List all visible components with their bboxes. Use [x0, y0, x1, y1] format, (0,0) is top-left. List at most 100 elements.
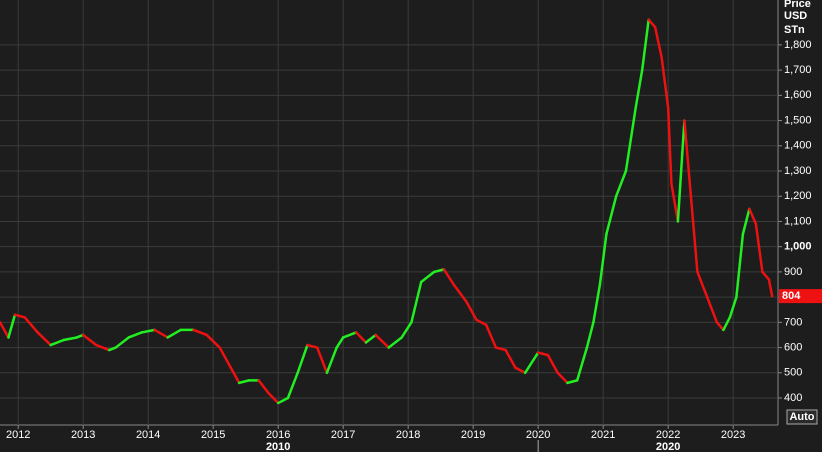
price-segment [276, 396, 290, 405]
price-segment [728, 295, 738, 319]
price-segment [484, 323, 498, 349]
price-segment [7, 313, 17, 339]
price-segment [267, 391, 280, 405]
y-tick-label: 900 [784, 266, 802, 278]
price-segment [605, 194, 618, 236]
price-segment [114, 336, 130, 349]
price-segment [218, 346, 231, 367]
x-tick-label: 2020 [526, 429, 550, 441]
y-tick-label: 1,400 [784, 140, 812, 152]
price-segment [735, 232, 745, 299]
y-tick-label: 1,100 [784, 215, 812, 227]
price-segment [153, 328, 169, 339]
auto-button[interactable] [786, 409, 818, 425]
last-value-label: 804 [782, 290, 801, 302]
auto-button-label[interactable]: Auto [789, 411, 814, 423]
price-segment [653, 25, 663, 59]
price-segment [494, 346, 507, 352]
price-segment [432, 268, 446, 274]
y-tick-label: 500 [784, 367, 802, 379]
x-tick-label: 2016 [266, 429, 290, 441]
price-segment [514, 366, 527, 375]
y-tick-label: 700 [784, 316, 802, 328]
price-segment [0, 321, 10, 339]
price-segment [705, 295, 719, 324]
price-segment [715, 321, 725, 332]
price-segment [761, 270, 771, 281]
price-segment [140, 328, 156, 334]
price-segment [341, 331, 358, 339]
x-tick-label: 2017 [331, 429, 355, 441]
price-segment [634, 68, 644, 110]
price-segment [592, 283, 602, 324]
price-segment [354, 331, 368, 344]
price-segment [722, 316, 732, 332]
price-segment [166, 328, 182, 339]
axis-title-line: Price [784, 0, 811, 10]
price-segment [452, 283, 468, 304]
plot-area [0, 0, 778, 425]
price-segment [504, 348, 517, 369]
x-tick-label: 2018 [396, 429, 420, 441]
price-segment [13, 313, 26, 319]
y-tick-label: 1,800 [784, 39, 812, 51]
price-segment [666, 106, 673, 185]
price-segment [640, 18, 650, 72]
axis-title-line: STn [784, 24, 805, 36]
price-segment [127, 331, 143, 339]
price-segment [237, 379, 251, 385]
x-tick-label: 2015 [201, 429, 225, 441]
price-segment [683, 119, 693, 198]
price-segment [614, 169, 628, 198]
price-segment [374, 333, 390, 349]
price-segment [364, 333, 377, 344]
price-segment [585, 321, 595, 349]
price-segment [475, 318, 488, 327]
price-segment [465, 300, 478, 322]
axis-title-line: USD [784, 10, 807, 22]
price-segment [325, 346, 338, 375]
price-segment [767, 278, 774, 298]
x-tick-label: 2022 [656, 429, 680, 441]
last-value-box [779, 289, 822, 304]
price-segment [546, 353, 559, 375]
x-tick-label: 2012 [6, 429, 30, 441]
price-segment [670, 182, 680, 223]
price-segment [748, 207, 758, 226]
price-segment [676, 119, 686, 223]
x-tick-label: 2019 [461, 429, 485, 441]
price-segment [410, 280, 423, 324]
price-segment [442, 268, 455, 286]
price-segment [536, 351, 550, 357]
y-tick-label: 1,200 [784, 190, 812, 202]
price-segment [754, 222, 764, 274]
price-segment [36, 331, 52, 347]
price-segment [566, 379, 579, 385]
y-tick-label: 1,600 [784, 89, 812, 101]
price-segment [94, 343, 111, 352]
price-segment [689, 194, 699, 274]
y-tick-label: 1,700 [784, 64, 812, 76]
price-segment [23, 316, 39, 334]
price-segment [306, 343, 319, 349]
price-segment [62, 336, 78, 342]
price-segment [286, 371, 299, 400]
price-segment [335, 336, 345, 349]
price-segment [523, 351, 540, 375]
price-segment [660, 56, 670, 110]
decade-label: 2010 [266, 441, 290, 452]
price-segment [400, 321, 413, 339]
price-segment [296, 343, 309, 375]
price-segment [315, 346, 329, 375]
price-segment [575, 346, 589, 382]
decade-label: 2020 [656, 441, 680, 452]
price-segment [387, 336, 403, 349]
price-segment [81, 333, 98, 347]
price-segment [556, 371, 569, 385]
price-segment [696, 270, 709, 299]
y-tick-label: 600 [784, 341, 802, 353]
y-tick-label: 400 [784, 392, 802, 404]
x-tick-label: 2023 [721, 429, 745, 441]
